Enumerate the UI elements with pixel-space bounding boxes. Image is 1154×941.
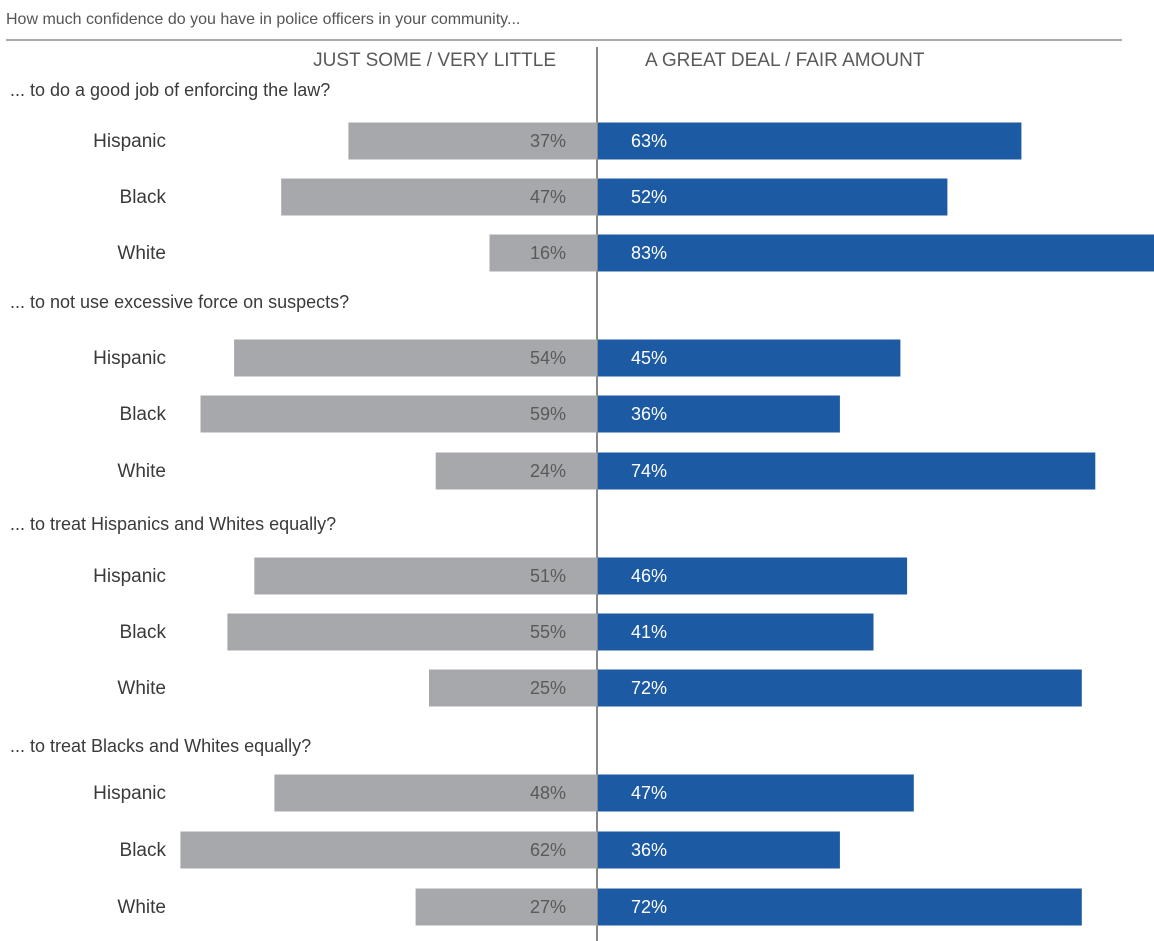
bar-great-deal-fair-amount: [598, 831, 840, 869]
bar-great-deal-fair-amount: [598, 395, 840, 433]
bar-great-deal-fair-amount: [598, 774, 914, 812]
bar-just-some-very-little: [348, 122, 597, 160]
category-label: Hispanic: [93, 783, 166, 804]
bar-just-some-very-little: [415, 888, 597, 926]
value-label-great-deal: 52%: [631, 187, 667, 207]
category-label: Black: [120, 622, 167, 643]
value-label-great-deal: 36%: [631, 840, 667, 860]
category-label: White: [117, 461, 166, 482]
category-label: Hispanic: [93, 348, 166, 369]
value-label-just-some: 51%: [530, 566, 566, 586]
bar-just-some-very-little: [200, 395, 597, 433]
category-label: Hispanic: [93, 566, 166, 587]
value-label-just-some: 27%: [530, 897, 566, 917]
question-label: ... to treat Blacks and Whites equally?: [10, 736, 311, 756]
value-label-great-deal: 72%: [631, 897, 667, 917]
value-label-great-deal: 45%: [631, 348, 667, 368]
bar-great-deal-fair-amount: [598, 452, 1096, 490]
value-label-just-some: 59%: [530, 404, 566, 424]
bar-just-some-very-little: [429, 669, 597, 707]
bar-great-deal-fair-amount: [598, 234, 1154, 272]
value-label-just-some: 25%: [530, 678, 566, 698]
question-label: ... to treat Hispanics and Whites equall…: [10, 514, 336, 534]
value-label-great-deal: 74%: [631, 461, 667, 481]
value-label-great-deal: 83%: [631, 243, 667, 263]
left-series-header: JUST SOME / VERY LITTLE: [313, 50, 556, 71]
right-series-header: A GREAT DEAL / FAIR AMOUNT: [645, 50, 925, 71]
category-label: Black: [120, 404, 167, 425]
bar-just-some-very-little: [227, 613, 597, 651]
question-label: ... to do a good job of enforcing the la…: [10, 80, 330, 100]
bar-great-deal-fair-amount: [598, 557, 908, 595]
bar-just-some-very-little: [281, 178, 597, 216]
bar-just-some-very-little: [274, 774, 597, 812]
bar-just-some-very-little: [435, 452, 597, 490]
bar-just-some-very-little: [234, 339, 597, 377]
value-label-just-some: 48%: [530, 783, 566, 803]
bar-just-some-very-little: [254, 557, 598, 595]
value-label-great-deal: 41%: [631, 622, 667, 642]
category-label: Hispanic: [93, 131, 166, 152]
category-label: White: [117, 678, 166, 699]
question-label: ... to not use excessive force on suspec…: [10, 292, 349, 312]
value-label-great-deal: 46%: [631, 566, 667, 586]
bar-just-some-very-little: [489, 234, 597, 272]
value-label-just-some: 16%: [530, 243, 566, 263]
bar-great-deal-fair-amount: [598, 888, 1082, 926]
value-label-great-deal: 36%: [631, 404, 667, 424]
value-label-just-some: 37%: [530, 131, 566, 151]
bar-great-deal-fair-amount: [598, 669, 1082, 707]
value-label-great-deal: 63%: [631, 131, 667, 151]
category-label: Black: [120, 187, 167, 208]
bar-great-deal-fair-amount: [598, 178, 948, 216]
category-label: White: [117, 243, 166, 264]
category-label: Black: [120, 840, 167, 861]
bar-just-some-very-little: [180, 831, 597, 869]
value-label-great-deal: 72%: [631, 678, 667, 698]
value-label-just-some: 54%: [530, 348, 566, 368]
bar-great-deal-fair-amount: [598, 613, 874, 651]
value-label-just-some: 62%: [530, 840, 566, 860]
chart-title: How much confidence do you have in polic…: [6, 11, 520, 28]
value-label-just-some: 24%: [530, 461, 566, 481]
bars-layer: ... to do a good job of enforcing the la…: [10, 80, 1154, 926]
bar-great-deal-fair-amount: [598, 122, 1022, 160]
value-label-great-deal: 47%: [631, 783, 667, 803]
value-label-just-some: 55%: [530, 622, 566, 642]
value-label-just-some: 47%: [530, 187, 566, 207]
category-label: White: [117, 897, 166, 918]
bar-great-deal-fair-amount: [598, 339, 901, 377]
